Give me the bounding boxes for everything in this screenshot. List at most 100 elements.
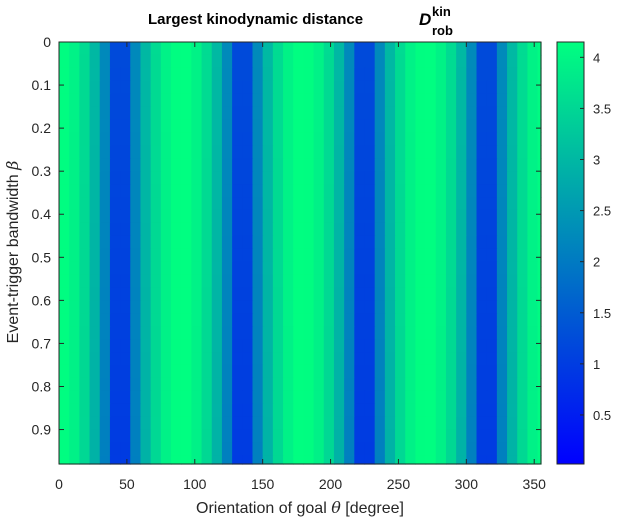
heatmap-cell — [415, 326, 427, 340]
heatmap-cell — [303, 145, 315, 159]
heatmap-cell — [59, 403, 70, 418]
heatmap-cell — [456, 390, 467, 405]
heatmap-cell — [486, 54, 498, 69]
heatmap-cell — [69, 235, 80, 250]
heatmap-cell — [333, 364, 345, 379]
heatmap-cell — [374, 352, 386, 366]
heatmap-cell — [140, 209, 152, 224]
heatmap-cell — [364, 364, 376, 379]
heatmap-cell — [344, 377, 355, 392]
heatmap-cell — [89, 54, 101, 69]
heatmap-cell — [537, 67, 542, 82]
heatmap-cell — [160, 339, 172, 353]
heatmap-cell — [456, 119, 467, 134]
heatmap-cell — [221, 67, 233, 82]
heatmap-cell — [374, 222, 386, 237]
heatmap-cell — [160, 352, 172, 366]
heatmap-cell — [415, 184, 427, 198]
heatmap-cell — [89, 132, 101, 146]
heatmap-cell — [507, 235, 518, 250]
heatmap-cell — [476, 274, 488, 289]
x-tick-label: 0 — [55, 476, 63, 492]
heatmap-cell — [395, 300, 406, 314]
heatmap-cell — [507, 197, 518, 211]
heatmap-cell — [150, 300, 162, 314]
heatmap-cell — [99, 403, 111, 418]
heatmap-cell — [527, 352, 539, 366]
heatmap-cell — [181, 429, 192, 444]
heatmap-cell — [79, 158, 91, 172]
heatmap-cell — [507, 93, 518, 108]
heatmap-cell — [293, 455, 304, 465]
heatmap-cell — [303, 326, 315, 340]
heatmap-cell — [232, 171, 243, 185]
heatmap-cell — [211, 287, 223, 301]
heatmap-cell — [374, 119, 386, 134]
heatmap-cell — [425, 300, 437, 314]
heatmap-cell — [333, 248, 345, 263]
heatmap-cell — [191, 339, 203, 353]
heatmap-cell — [395, 403, 406, 418]
heatmap-cell — [150, 403, 162, 418]
heatmap-cell — [109, 455, 121, 465]
heatmap-cell — [201, 235, 213, 250]
heatmap-cell — [272, 442, 284, 456]
heatmap-cell — [323, 390, 335, 405]
heatmap-cell — [517, 416, 529, 431]
heatmap-cell — [486, 197, 498, 211]
heatmap-cell — [232, 455, 243, 465]
heatmap-cell — [242, 67, 254, 82]
heatmap-cell — [395, 235, 406, 250]
heatmap-cell — [262, 145, 274, 159]
heatmap-cell — [181, 364, 192, 379]
heatmap-cell — [272, 106, 284, 121]
heatmap-cell — [221, 416, 233, 431]
heatmap-cell — [395, 377, 406, 392]
heatmap-cell — [79, 54, 91, 69]
heatmap-cell — [272, 145, 284, 159]
heatmap-cell — [466, 67, 478, 82]
heatmap-cell — [242, 403, 254, 418]
heatmap-cell — [415, 209, 427, 224]
heatmap-cell — [476, 364, 488, 379]
heatmap-cell — [405, 235, 417, 250]
heatmap-cell — [466, 132, 478, 146]
heatmap-cell — [486, 364, 498, 379]
heatmap-cell — [79, 339, 91, 353]
heatmap-cell — [415, 222, 427, 237]
heatmap-cell — [425, 442, 437, 456]
heatmap-cell — [466, 158, 478, 172]
heatmap-cell — [130, 442, 142, 456]
heatmap-cell — [283, 261, 294, 276]
heatmap-cell — [69, 313, 80, 327]
heatmap-cell — [130, 54, 142, 69]
heatmap-cell — [496, 132, 508, 146]
heatmap-cell — [109, 235, 121, 250]
heatmap-cell — [435, 42, 447, 56]
heatmap-cell — [344, 67, 355, 82]
heatmap-cell — [130, 93, 142, 108]
heatmap-cell — [79, 184, 91, 198]
heatmap-cell — [435, 261, 447, 276]
heatmap-cell — [181, 235, 192, 250]
heatmap-cell — [272, 403, 284, 418]
heatmap-cell — [313, 80, 325, 95]
heatmap-cell — [364, 184, 376, 198]
heatmap-cell — [323, 54, 335, 69]
heatmap-cell — [252, 429, 264, 444]
heatmap-cell — [517, 80, 529, 95]
heatmap-cell — [323, 235, 335, 250]
heatmap-cell — [160, 106, 172, 121]
heatmap-cell — [181, 145, 192, 159]
heatmap-cell — [232, 442, 243, 456]
heatmap-cell — [69, 171, 80, 185]
heatmap-cell — [69, 197, 80, 211]
heatmap-cell — [252, 442, 264, 456]
heatmap-cell — [171, 352, 182, 366]
x-tick-label: 250 — [387, 476, 411, 492]
heatmap-cell — [232, 339, 243, 353]
heatmap-cell — [507, 261, 518, 276]
colorbar-tick-label: 1 — [593, 357, 600, 372]
heatmap-cell — [333, 390, 345, 405]
heatmap-cell — [283, 390, 294, 405]
